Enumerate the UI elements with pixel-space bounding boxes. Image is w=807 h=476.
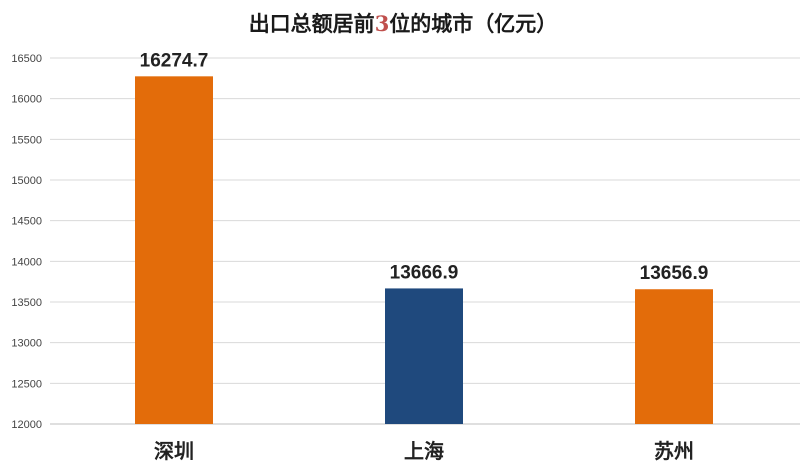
y-tick-label: 15000 (11, 175, 42, 187)
y-tick-label: 15500 (11, 134, 42, 146)
data-labels: 16274.7 13666.9 13656.9 (140, 50, 709, 284)
x-axis-categories: 深圳 上海 苏州 (154, 439, 694, 463)
y-tick-label: 12000 (11, 419, 42, 431)
y-tick-label: 12500 (11, 378, 42, 390)
y-tick-label: 14000 (11, 256, 42, 268)
y-tick-label: 16000 (11, 94, 42, 106)
y-tick-label: 16500 (11, 53, 42, 65)
data-label: 13666.9 (390, 262, 459, 283)
title-number: 3 (375, 11, 390, 36)
category-label: 上海 (404, 439, 444, 463)
y-tick-label: 13500 (11, 297, 42, 309)
bar (635, 289, 713, 424)
category-label: 苏州 (654, 439, 694, 463)
title-prefix: 出口总额居前 (249, 11, 375, 36)
data-label: 16274.7 (140, 50, 209, 71)
data-label: 13656.9 (640, 263, 709, 284)
bar (135, 76, 213, 424)
y-tick-label: 13000 (11, 338, 42, 350)
category-label: 深圳 (154, 439, 194, 463)
title-suffix: 位的城市（亿元） (389, 11, 557, 36)
bars (135, 76, 713, 424)
bar (385, 288, 463, 424)
y-axis-ticks: 12000 12500 13000 13500 14000 14500 15000 15500… (11, 53, 42, 431)
chart-title: 出口总额居前3位的城市（亿元） (249, 11, 558, 36)
y-tick-label: 14500 (11, 216, 42, 228)
